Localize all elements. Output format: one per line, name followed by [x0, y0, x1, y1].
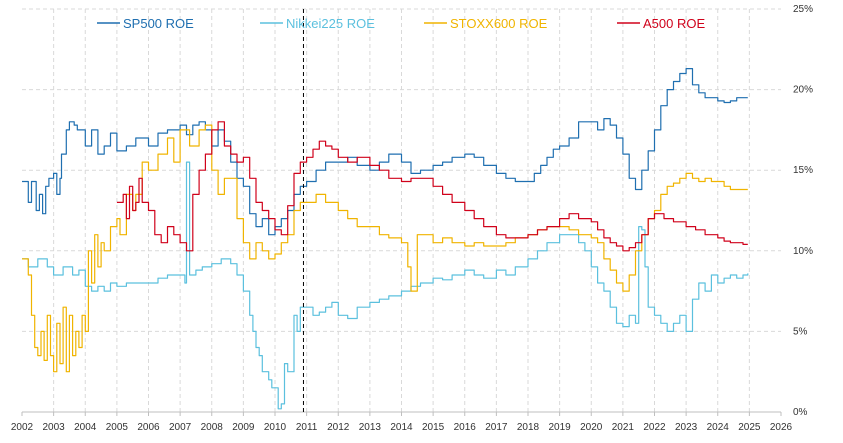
- y-tick-label: 10%: [793, 246, 813, 257]
- y-tick-label: 20%: [793, 85, 813, 96]
- x-tick-label: 2005: [106, 422, 129, 433]
- x-tick-label: 2013: [359, 422, 382, 433]
- x-tick-label: 2023: [675, 422, 698, 433]
- legend-label-sp500-roe: SP500 ROE: [123, 16, 194, 31]
- a500-roe-line: [116, 121, 748, 252]
- x-tick-label: 2022: [643, 422, 666, 433]
- x-tick-label: 2016: [454, 422, 477, 433]
- x-tick-label: 2014: [390, 422, 413, 433]
- x-tick-label: 2025: [738, 422, 761, 433]
- x-tick-label: 2021: [612, 422, 635, 433]
- series-lines: [22, 68, 749, 410]
- x-tick-label: 2008: [201, 422, 224, 433]
- y-tick-label: 25%: [793, 4, 813, 15]
- legend-label-stoxx600-roe: STOXX600 ROE: [450, 16, 548, 31]
- x-tick-label: 2017: [485, 422, 508, 433]
- x-tick-label: 2006: [137, 422, 160, 433]
- x-tick-label: 2010: [264, 422, 287, 433]
- x-tick-label: 2018: [517, 422, 540, 433]
- stoxx600-roe-line: [22, 124, 748, 373]
- y-tick-label: 15%: [793, 165, 813, 176]
- x-tick-label: 2024: [707, 422, 730, 433]
- x-tick-label: 2007: [169, 422, 192, 433]
- legend-label-a500-roe: A500 ROE: [643, 16, 705, 31]
- y-tick-label: 0%: [793, 407, 808, 418]
- x-tick-label: 2020: [580, 422, 603, 433]
- x-tick-label: 2019: [549, 422, 572, 433]
- x-tick-label: 2012: [327, 422, 350, 433]
- x-tick-label: 2026: [770, 422, 793, 433]
- legend: SP500 ROE Nikkei225 ROE STOXX600 ROE A500 R…: [97, 16, 705, 31]
- x-tick-label: 2004: [74, 422, 97, 433]
- axes: 0% 5% 10% 15% 20% 25% 2002 2003 2004 2005 2006 2007…: [11, 4, 813, 433]
- x-tick-label: 2015: [422, 422, 445, 433]
- x-tick-label: 2009: [232, 422, 255, 433]
- legend-label-nikkei225-roe: Nikkei225 ROE: [286, 16, 375, 31]
- sp500-roe-line: [22, 68, 748, 236]
- nikkei225-roe-line: [22, 161, 749, 410]
- x-tick-label: 2003: [43, 422, 66, 433]
- y-tick-label: 5%: [793, 326, 808, 337]
- x-tick-label: 2011: [296, 422, 318, 433]
- x-tick-label: 2002: [11, 422, 34, 433]
